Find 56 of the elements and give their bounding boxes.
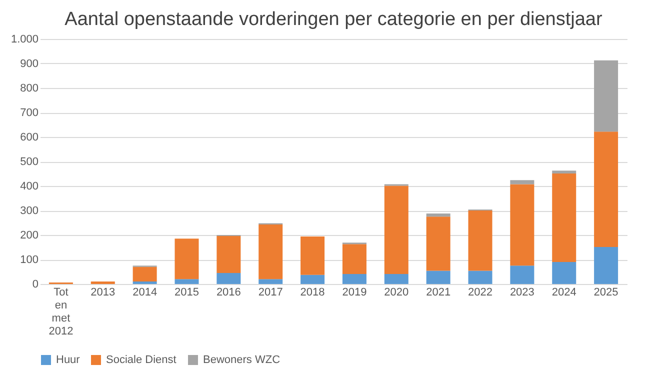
bar <box>594 247 618 284</box>
y-tick-label: 700 <box>20 107 38 119</box>
y-tick-label: 600 <box>20 132 38 144</box>
bar <box>258 279 283 284</box>
bar <box>426 216 450 271</box>
y-tick-label: 100 <box>20 254 38 266</box>
x-tick-label: 2016 <box>216 286 241 298</box>
bar <box>552 170 576 174</box>
y-tick-label: 1.000 <box>10 34 38 46</box>
x-tick-label: Tot en met 2012 <box>48 286 74 338</box>
y-tick-label: 800 <box>20 82 38 94</box>
bar <box>510 266 534 284</box>
chart-title: Aantal openstaande vorderingen per categorie en per dienstjaar <box>64 9 603 30</box>
y-tick-label: 400 <box>20 180 38 192</box>
bar <box>132 266 157 282</box>
x-tick-label: 2021 <box>426 286 451 298</box>
x-tick-label: 2020 <box>384 286 409 298</box>
legend-label: Sociale Dienst <box>106 354 176 366</box>
bar <box>258 224 283 280</box>
y-tick-label: 900 <box>20 58 38 70</box>
x-tick-label: 2022 <box>468 286 492 298</box>
x-tick-label: 2017 <box>258 286 283 298</box>
x-tick-label: 2025 <box>594 286 618 298</box>
bar <box>216 272 241 284</box>
x-tick-label: 2018 <box>300 286 325 298</box>
bar <box>300 274 325 284</box>
bar <box>552 174 576 262</box>
bar <box>174 279 199 284</box>
bar <box>384 186 408 274</box>
legend-label: Huur <box>56 354 80 366</box>
y-tick-label: 300 <box>20 205 38 217</box>
bar <box>552 262 576 284</box>
bar <box>594 60 618 132</box>
bar <box>468 270 492 284</box>
bar <box>426 213 450 217</box>
bar <box>594 132 618 248</box>
bar <box>300 236 325 275</box>
x-tick-label: 2013 <box>90 286 116 298</box>
y-tick-label: 200 <box>20 230 38 242</box>
x-tick-label: 2019 <box>342 286 367 298</box>
legend-label: Bewoners WZC <box>203 354 280 366</box>
x-tick-label: 2015 <box>174 286 199 298</box>
bar <box>426 270 450 284</box>
bar <box>384 274 408 284</box>
bar <box>510 180 534 184</box>
x-tick-label: 2023 <box>510 286 534 298</box>
bar <box>216 236 241 273</box>
bar <box>468 210 492 271</box>
bar <box>510 184 534 266</box>
y-tick-label: 500 <box>20 156 38 168</box>
bar <box>174 238 199 280</box>
bar <box>342 274 366 284</box>
y-tick-label: 0 <box>32 278 38 290</box>
x-tick-label: 2014 <box>132 286 158 298</box>
x-tick-label: 2024 <box>552 286 576 298</box>
bar <box>342 244 366 274</box>
